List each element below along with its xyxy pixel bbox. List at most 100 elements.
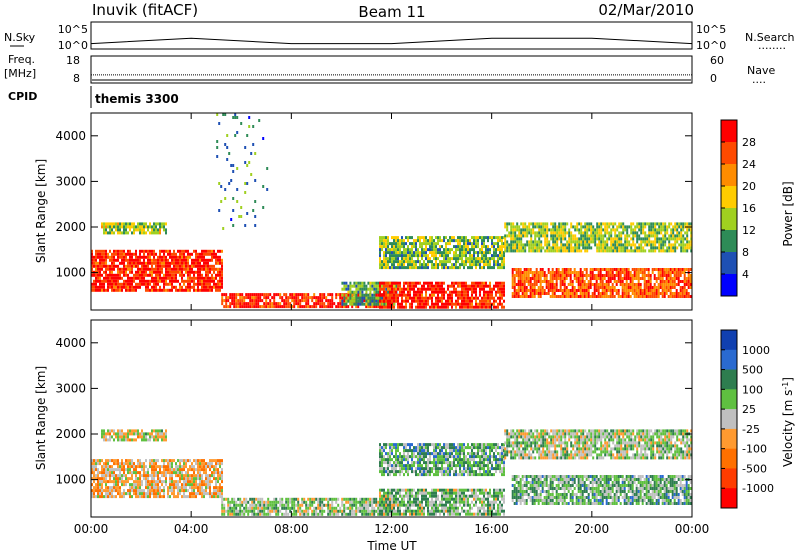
heatmap-cell <box>113 258 115 262</box>
heatmap-cell <box>538 231 541 235</box>
heatmap-cell <box>151 462 153 466</box>
heatmap-cell <box>431 290 433 294</box>
heatmap-cell <box>105 249 107 253</box>
heatmap-cell <box>135 432 137 436</box>
heatmap-cell <box>457 293 459 297</box>
heatmap-cell <box>417 248 419 252</box>
heatmap-cell <box>664 234 667 238</box>
heatmap-cell <box>217 285 219 289</box>
heatmap-cell <box>549 271 552 274</box>
heatmap-cell <box>99 264 101 268</box>
heatmap-cell <box>111 264 113 268</box>
heatmap-cell <box>489 293 491 297</box>
heatmap-cell <box>521 283 524 286</box>
heatmap-cell <box>465 296 467 300</box>
heatmap-cell <box>119 273 121 277</box>
heatmap-cell <box>411 299 413 303</box>
heatmap-cell <box>375 281 378 285</box>
heatmap-cell <box>135 465 137 469</box>
heatmap-cell <box>523 292 526 295</box>
heatmap-cell <box>193 495 195 499</box>
heatmap-cell <box>227 503 230 507</box>
heatmap-cell <box>233 509 236 513</box>
heatmap-cell <box>624 225 627 229</box>
heatmap-cell <box>111 288 113 292</box>
heatmap-cell <box>610 240 613 244</box>
heatmap-cell <box>387 305 389 309</box>
heatmap-cell <box>523 286 526 289</box>
heatmap-cell <box>419 281 421 285</box>
heatmap-cell <box>221 270 223 274</box>
heatmap-cell <box>153 471 155 475</box>
heatmap-cell <box>391 284 393 288</box>
heatmap-cell <box>131 462 133 466</box>
heatmap-cell <box>221 302 224 306</box>
heatmap-cell <box>259 512 262 516</box>
heatmap-cell <box>263 296 266 300</box>
heatmap-cell <box>111 255 113 259</box>
heatmap-cell <box>615 268 618 271</box>
heatmap-cell <box>95 468 97 472</box>
heatmap-cell <box>595 286 598 289</box>
heatmap-cell <box>135 270 137 274</box>
heatmap-cell <box>227 506 230 510</box>
heatmap-cell <box>537 277 540 280</box>
heatmap-cell <box>541 268 544 271</box>
heatmap-cell <box>643 277 646 280</box>
heatmap-cell <box>475 251 477 255</box>
heatmap-cell <box>525 292 528 295</box>
heatmap-cell <box>487 257 489 261</box>
heatmap-cell <box>645 280 648 283</box>
heatmap-cell <box>263 302 266 306</box>
heatmap-cell <box>581 289 584 292</box>
heatmap-cell <box>171 474 173 478</box>
heatmap-cell <box>588 222 591 226</box>
heatmap-cell <box>369 296 372 300</box>
heatmap-cell <box>115 285 117 289</box>
heatmap-cell <box>529 289 532 292</box>
heatmap-cell <box>627 295 630 298</box>
heatmap-cell <box>447 296 449 300</box>
heatmap-cell <box>471 263 473 267</box>
heatmap-cell <box>101 435 103 439</box>
heatmap-cell <box>185 288 187 292</box>
heatmap-cell <box>497 305 499 309</box>
heatmap-cell <box>395 248 397 252</box>
heatmap-cell <box>419 260 421 264</box>
heatmap-cell <box>465 299 467 303</box>
heatmap-cell <box>477 302 479 306</box>
heatmap-cell <box>107 480 109 484</box>
heatmap-cell <box>587 283 590 286</box>
heatmap-cell <box>181 288 183 292</box>
heatmap-cell <box>221 258 223 262</box>
heatmap-cell <box>97 273 99 277</box>
heatmap-cell <box>671 283 674 286</box>
heatmap-cell <box>323 296 326 300</box>
heatmap-cell <box>319 293 322 297</box>
heatmap-cell <box>588 243 591 247</box>
heatmap-cell <box>383 251 385 255</box>
heatmap-cell <box>135 261 137 265</box>
heatmap-cell <box>239 299 242 303</box>
heatmap-cell <box>409 236 411 240</box>
heatmap-cell <box>397 254 399 258</box>
heatmap-cell <box>161 429 163 433</box>
heatmap-cell <box>593 295 596 298</box>
heatmap-cell <box>117 432 119 436</box>
heatmap-cell <box>117 279 119 283</box>
heatmap-cell <box>405 236 407 240</box>
heatmap-cell <box>574 249 577 253</box>
heatmap-cell <box>115 489 117 493</box>
heatmap-cell <box>437 293 439 297</box>
heatmap-cell <box>612 228 615 232</box>
heatmap-cell <box>173 264 175 268</box>
heatmap-cell <box>411 251 413 255</box>
heatmap-cell <box>553 277 556 280</box>
heatmap-cell <box>139 255 141 259</box>
heatmap-cell <box>411 254 413 258</box>
heatmap-cell <box>151 267 153 271</box>
heatmap-cell <box>401 257 403 261</box>
heatmap-cell <box>551 271 554 274</box>
heatmap-cell <box>614 234 617 238</box>
heatmap-cell <box>395 266 397 270</box>
